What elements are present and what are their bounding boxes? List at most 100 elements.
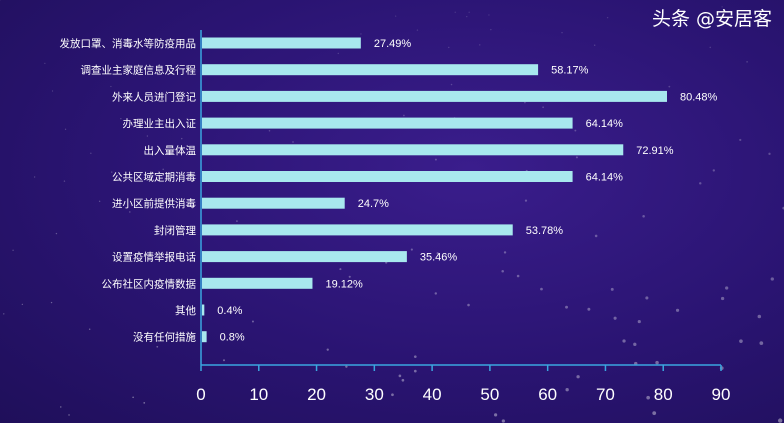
star-decoration [413,369,417,373]
star-decoration [68,414,70,416]
category-label: 设置疫情举报电话 [112,251,196,264]
x-tick-label: 70 [596,385,615,404]
star-decoration [699,182,702,185]
star-decoration [360,33,362,35]
star-decoration [410,248,413,251]
star-decoration [637,319,641,324]
star-decoration [606,17,609,19]
star-decoration [490,29,492,31]
category-label: 调查业主家庭信息及行程 [81,64,197,77]
star-decoration [542,106,545,109]
star-decoration [223,359,225,362]
star-decoration [3,313,5,315]
star-decoration [326,348,329,351]
star-decoration [339,268,342,271]
bar [202,224,513,236]
data-label: 58.17% [551,65,589,77]
bar [202,251,407,263]
bar [202,144,624,156]
star-decoration [488,14,490,16]
data-label: 19.12% [325,278,363,290]
bar [202,331,207,343]
data-label: 0.8% [220,332,245,344]
star-decoration [709,46,712,49]
star-decoration [652,411,657,416]
star-decoration [739,138,742,142]
star-decoration [739,339,743,343]
star-decoration [565,305,568,309]
data-label: 27.49% [374,38,412,50]
bar [202,197,345,209]
star-decoration [561,31,563,34]
star-decoration [503,251,507,254]
star-decoration [143,176,146,179]
star-decoration [395,15,397,17]
star-decoration [0,0,1,1]
category-label: 发放口罩、消毒水等防疫用品 [60,37,197,50]
x-tick-label: 90 [712,385,731,404]
star-decoration [501,269,504,273]
star-decoration [450,83,453,86]
star-decoration [60,406,62,408]
star-decoration [403,114,405,117]
star-decoration [292,141,294,143]
star-decoration [642,215,645,218]
x-tick-label: 80 [654,385,673,404]
star-decoration [88,328,91,330]
star-decoration [712,169,715,172]
star-decoration [90,152,92,154]
bar [202,90,667,102]
star-decoration [434,158,437,161]
data-label: 80.48% [680,91,718,103]
category-label: 外来人员进门登记 [112,90,196,103]
category-label: 封闭管理 [154,224,196,237]
star-decoration [120,118,122,120]
star-decoration [51,90,54,92]
star-decoration [34,176,36,178]
data-label: 64.14% [586,118,624,130]
star-decoration [111,171,113,173]
bar [202,277,313,289]
category-label: 进小区前提供消毒 [112,197,196,210]
category-label: 公布社区内疫情数据 [102,277,197,290]
star-decoration [448,46,450,49]
bar [202,304,205,316]
star-decoration [675,308,680,312]
star-decoration [759,341,764,346]
star-decoration [391,393,394,397]
star-decoration [55,232,58,235]
data-label: 24.7% [358,198,389,210]
data-label: 72.91% [636,145,674,157]
star-decoration [613,316,617,320]
star-decoration [610,287,614,291]
star-decoration [574,129,577,132]
category-label: 没有任何措施 [133,331,196,344]
watermark: 头条 @安居客 [651,8,772,30]
star-decoration [516,274,520,278]
star-decoration [436,252,439,255]
star-decoration [401,378,405,382]
star-decoration [720,296,725,301]
star-decoration [757,314,762,319]
category-label: 公共区域定期消毒 [112,171,196,184]
bar [202,117,573,129]
star-decoration [110,85,112,88]
data-label: 64.14% [586,172,624,184]
star-decoration [575,156,578,159]
star-decoration [268,129,271,132]
star-decoration [64,128,67,130]
star-decoration [770,277,774,281]
star-decoration [524,101,526,104]
x-tick-label: 30 [365,385,384,404]
bar [202,37,361,49]
data-label: 53.78% [526,225,564,237]
star-decoration [668,85,671,88]
star-decoration [434,292,438,295]
star-decoration [479,44,481,46]
star-decoration [337,52,339,55]
star-decoration [777,418,783,423]
star-decoration [413,355,417,358]
star-decoration [466,16,468,18]
star-decoration [348,275,351,278]
